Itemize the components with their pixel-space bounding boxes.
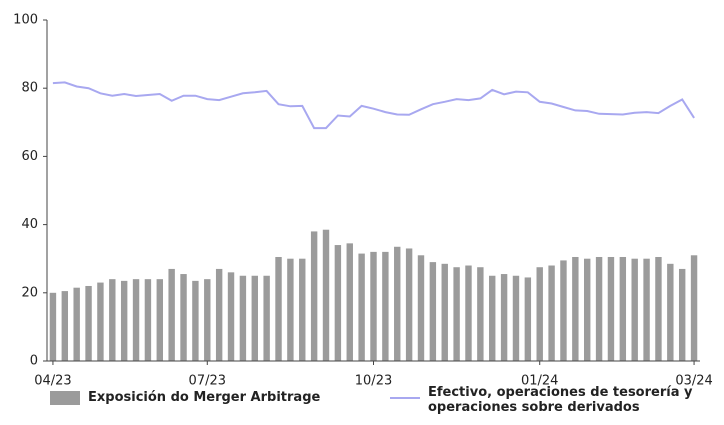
bar xyxy=(168,268,175,361)
y-tick-label: 0 xyxy=(30,354,38,369)
bar xyxy=(144,279,152,361)
bar xyxy=(548,265,555,361)
legend-label: Efectivo, operaciones de tesorería y ope… xyxy=(428,385,693,415)
bar xyxy=(667,263,674,361)
bar xyxy=(417,255,425,361)
bar xyxy=(251,275,258,361)
bar xyxy=(655,256,662,361)
chart: 0 20 40 60 80 100 04/23 07/23 10/23 01/24 03/24 xyxy=(13,13,713,389)
bar xyxy=(631,258,638,361)
bar xyxy=(120,280,128,361)
bar xyxy=(334,245,342,361)
bar xyxy=(382,251,389,361)
bar xyxy=(132,279,140,361)
bar xyxy=(524,277,532,361)
y-tick-label: 20 xyxy=(21,285,38,300)
bar xyxy=(489,275,496,361)
y-tick-label: 80 xyxy=(21,81,38,96)
bar xyxy=(322,229,330,361)
bar xyxy=(299,258,306,361)
bar xyxy=(227,272,235,361)
bar xyxy=(500,274,508,361)
legend-swatch xyxy=(390,397,420,399)
bar xyxy=(678,268,686,361)
bar xyxy=(560,260,567,361)
bar xyxy=(239,275,247,361)
bar xyxy=(275,256,282,361)
bar xyxy=(358,253,365,361)
bar xyxy=(441,263,448,361)
x-tick-label: 03/24 xyxy=(675,374,712,389)
bar xyxy=(512,275,520,361)
line xyxy=(52,81,695,130)
bar xyxy=(49,292,57,361)
legend-swatch xyxy=(50,391,80,405)
bar xyxy=(429,262,437,361)
y-tick-label: 40 xyxy=(21,217,38,232)
bar xyxy=(690,255,698,361)
bar xyxy=(536,267,543,361)
bar xyxy=(109,279,116,361)
bar xyxy=(607,256,615,361)
x-tick-label: 10/23 xyxy=(355,374,392,389)
bar xyxy=(346,243,353,361)
bar xyxy=(619,256,627,361)
bar xyxy=(85,285,92,361)
bar xyxy=(61,291,69,361)
legend-item: Efectivo, operaciones de tesorería y ope… xyxy=(390,385,698,415)
bar xyxy=(465,265,472,361)
x-tick-label: 04/23 xyxy=(34,374,71,389)
bar xyxy=(97,282,104,361)
x-tick-label: 07/23 xyxy=(189,374,226,389)
bar xyxy=(643,258,650,361)
bar xyxy=(204,279,211,361)
bar xyxy=(370,251,377,361)
bar xyxy=(287,258,294,361)
bar xyxy=(453,267,460,361)
bar xyxy=(263,275,270,361)
legend-label: Exposición do Merger Arbitrage xyxy=(88,390,321,405)
x-tick-label: 01/24 xyxy=(521,374,558,389)
bar xyxy=(156,279,163,361)
bar xyxy=(584,258,591,361)
bar xyxy=(192,280,199,361)
bar xyxy=(572,256,579,361)
bar xyxy=(595,256,603,361)
legend: Exposición do Merger Arbitrage Efectivo, … xyxy=(0,385,724,425)
bar xyxy=(180,274,187,361)
bar xyxy=(215,268,223,361)
bar xyxy=(477,267,484,361)
bar xyxy=(73,287,80,361)
y-tick-label: 60 xyxy=(21,149,38,164)
bar xyxy=(310,231,318,361)
y-tick-label: 100 xyxy=(13,13,38,28)
bar xyxy=(405,248,413,361)
bar xyxy=(394,246,401,361)
legend-item: Exposición do Merger Arbitrage xyxy=(50,390,320,405)
